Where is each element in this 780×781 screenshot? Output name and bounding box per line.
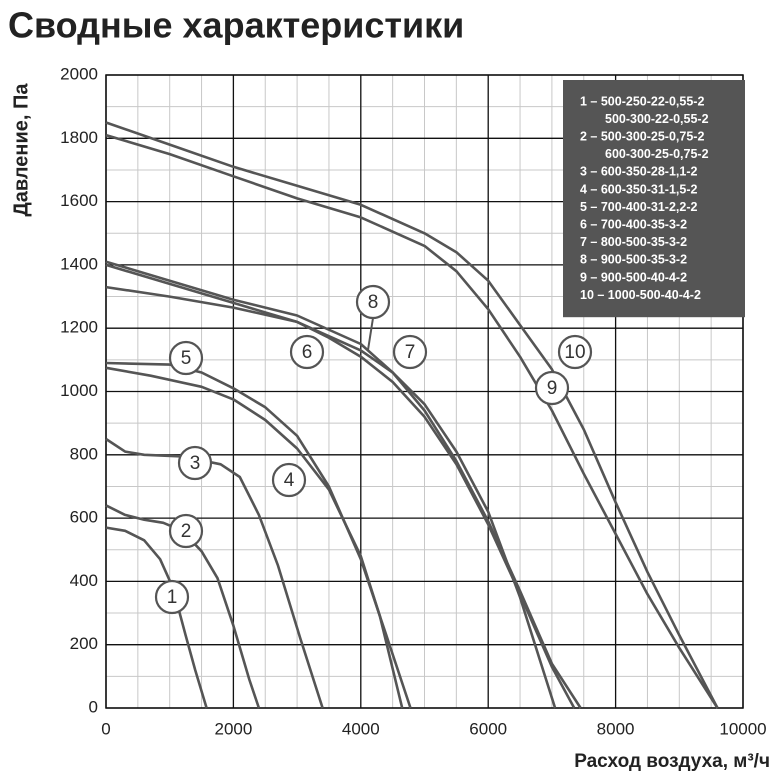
curve-label: 5 [181,348,192,369]
curve [105,526,208,709]
y-tick-label: 800 [70,444,98,463]
chart-title: Сводные характеристики [8,5,464,46]
curve-label-badge [177,445,213,481]
curve-label-badge [355,284,391,320]
legend-entry: 8 – 900-500-35-3-2 [580,253,687,267]
curve-label: 8 [368,292,379,313]
legend-entry: 500-300-22-0,55-2 [605,112,709,126]
legend-entry: 2 – 500-300-25-0,75-2 [580,129,704,143]
legend-box [563,80,745,318]
y-tick-label: 400 [70,571,98,590]
curve [105,366,404,709]
y-tick-label: 1000 [60,381,98,400]
curve-label-badge [154,579,190,615]
curve-label: 3 [190,453,201,474]
curve [105,133,719,709]
curve-label-badge [168,513,204,549]
curve-label-badge [557,334,593,370]
x-tick-label: 4000 [342,719,380,738]
legend-entry: 5 – 700-400-31-2,2-2 [580,200,697,214]
curve-label: 1 [167,587,178,608]
legend-entry: 4 – 600-350-31-1,5-2 [580,182,697,196]
curve-label: 2 [181,521,192,542]
legend-entry: 600-300-25-0,75-2 [605,147,709,161]
y-tick-label: 1200 [60,318,98,337]
y-tick-label: 1600 [60,191,98,210]
x-tick-label: 8000 [597,719,635,738]
curve-label-badge [289,334,325,370]
plot-frame [105,74,744,709]
curve-label-badge [392,334,428,370]
y-tick-label: 600 [70,508,98,527]
curve-label-badge [271,462,307,498]
curve-label: 4 [284,470,295,491]
x-tick-label: 2000 [214,719,252,738]
x-tick-label: 10000 [719,719,766,738]
curve-label: 7 [405,342,416,363]
legend-entry: 3 – 600-350-28-1,1-2 [580,165,697,179]
curve-label-badge [168,340,204,376]
legend-entry: 7 – 800-500-35-3-2 [580,235,687,249]
curve-label-badge [534,370,570,406]
x-tick-label: 6000 [469,719,507,738]
curve [105,263,576,709]
y-tick-label: 1800 [60,128,98,147]
legend-entry: 9 – 900-500-40-4-2 [580,270,687,284]
curve-label: 10 [564,342,585,363]
x-axis-label: Расход воздуха, м³/ч [574,751,770,772]
y-tick-label: 1400 [60,254,98,273]
curve-label: 6 [302,342,313,363]
legend-entry: 1 – 500-250-22-0,55-2 [580,94,704,108]
y-tick-label: 200 [70,634,98,653]
legend-entry: 10 – 1000-500-40-4-2 [580,288,701,302]
leader-line [367,317,374,351]
y-axis-label: Давление, Па [10,83,32,217]
y-tick-label: 2000 [60,64,98,83]
legend-entry: 6 – 700-400-35-3-2 [580,217,687,231]
curve-label: 9 [547,378,558,399]
y-tick-label: 0 [89,697,98,716]
x-tick-label: 0 [101,719,110,738]
curve [105,121,719,709]
curve [105,437,324,709]
